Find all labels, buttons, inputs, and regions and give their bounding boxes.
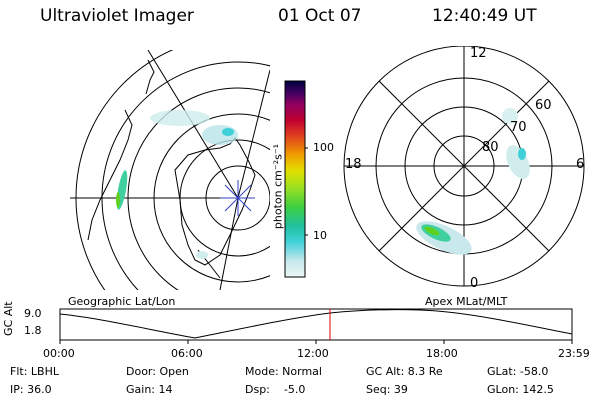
timeline-xtick-0600: 06:00 — [171, 347, 203, 360]
timeline-axis-label: GC Alt — [2, 301, 15, 336]
seq-info: Seq: 39 — [366, 383, 408, 396]
mlt-label-12: 12 — [470, 46, 487, 61]
date-label: 01 Oct 07 — [278, 6, 362, 26]
timeline-ytick-high: 9.0 — [24, 307, 42, 320]
timeline-xtick-1800: 18:00 — [426, 347, 458, 360]
lat-label-80: 80 — [482, 140, 499, 155]
mode-info: Mode: Normal — [245, 365, 322, 378]
geographic-map-label: Geographic Lat/Lon — [68, 295, 176, 308]
timeline-xtick-2359: 23:59 — [558, 347, 590, 360]
gain-info: Gain: 14 — [126, 383, 173, 396]
ip-info: IP: 36.0 — [10, 383, 52, 396]
time-label: 12:40:49 UT — [432, 6, 537, 26]
colorbar-tick-10: 10 — [313, 229, 327, 242]
timeline-ytick-low: 1.8 — [24, 324, 42, 337]
lat-label-60: 60 — [535, 98, 552, 113]
instrument-title: Ultraviolet Imager — [40, 6, 194, 26]
filter-info: Flt: LBHL — [10, 365, 59, 378]
door-info: Door: Open — [126, 365, 189, 378]
altitude-curve — [59, 309, 573, 339]
altitude-timeline — [59, 308, 573, 344]
colorbar-unit-label: photon cm⁻²s⁻¹ — [271, 143, 285, 230]
glat-info: GLat: -58.0 — [487, 365, 549, 378]
polar-map — [343, 46, 585, 287]
timeline-xtick-1200: 12:00 — [297, 347, 329, 360]
coastline — [145, 59, 155, 95]
mlt-label-6: 6 — [576, 157, 585, 172]
lat-label-70: 70 — [510, 120, 527, 135]
glon-info: GLon: 142.5 — [487, 383, 554, 396]
coastline — [87, 109, 133, 241]
meridian-line — [219, 197, 239, 290]
timeline-xtick-0000: 00:00 — [43, 347, 75, 360]
mlt-label-18: 18 — [345, 157, 362, 172]
mlt-label-0: 0 — [470, 276, 479, 291]
gc-alt-info: GC Alt: 8.3 Re — [366, 365, 443, 378]
meridian-line — [237, 69, 270, 199]
colorbar-tick-100: 100 — [313, 141, 334, 154]
polar-map-label: Apex MLat/MLT — [425, 295, 508, 308]
coastline — [174, 137, 256, 266]
dsp-info: Dsp: -5.0 — [245, 383, 306, 396]
colorbar — [284, 80, 308, 278]
geographic-map — [70, 50, 270, 290]
